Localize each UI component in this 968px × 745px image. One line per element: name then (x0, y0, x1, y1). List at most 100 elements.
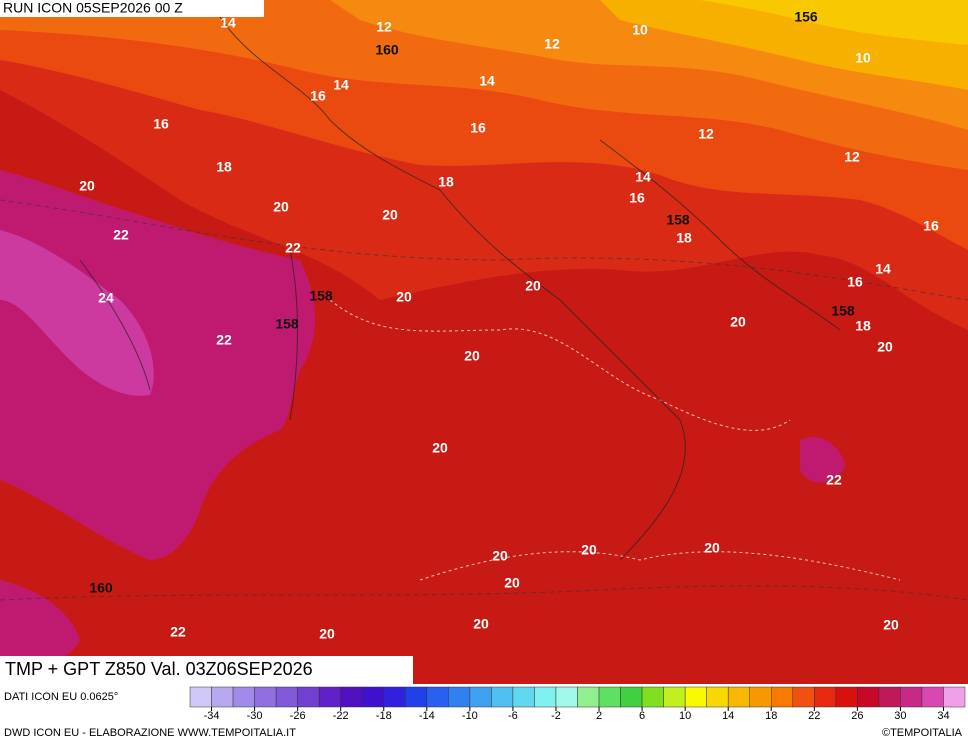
colorbar-swatch (534, 686, 557, 708)
colorbar-swatch (448, 686, 471, 708)
temperature-label: 20 (79, 178, 95, 194)
colorbar-swatch (921, 686, 944, 708)
temperature-label: 20 (396, 289, 412, 305)
zone-22-se (800, 436, 845, 483)
temperature-label: 22 (285, 240, 301, 256)
temperature-label: 16 (153, 116, 169, 132)
colorbar-swatch (727, 686, 750, 708)
colorbar-swatch (835, 686, 858, 708)
colorbar-tick-label: -22 (333, 710, 349, 722)
temperature-label: 18 (216, 159, 232, 175)
temperature-label: 18 (855, 318, 871, 334)
colorbar-swatch (318, 686, 341, 708)
temperature-label: 20 (473, 616, 489, 632)
colorbar-swatch (232, 686, 255, 708)
geopotential-label: 158 (831, 303, 855, 319)
temperature-label: 20 (382, 207, 398, 223)
temperature-label: 20 (883, 617, 899, 633)
colorbar-swatch (943, 686, 966, 708)
temperature-label: 18 (676, 230, 692, 246)
colorbar-swatch (491, 686, 514, 708)
zone-22 (0, 170, 315, 560)
colorbar-swatch (857, 686, 880, 708)
zone-24 (0, 230, 154, 396)
colorbar-swatch (340, 686, 363, 708)
colorbar-tick-label: 18 (765, 710, 777, 722)
data-source: DATI ICON EU 0.0625° (4, 691, 118, 703)
colorbar-swatch (383, 686, 406, 708)
colorbar-swatch (297, 686, 320, 708)
zone-22-sw (0, 580, 80, 670)
temperature-label: 20 (492, 548, 508, 564)
temperature-label: 22 (826, 472, 842, 488)
colorbar-tick-label: -18 (376, 710, 392, 722)
colorbar-swatch (426, 686, 449, 708)
temperature-label: 20 (319, 626, 335, 642)
temperature-label: 20 (730, 314, 746, 330)
colorbar-tick-label: 26 (851, 710, 863, 722)
temperature-label: 22 (216, 332, 232, 348)
temperature-label: 20 (504, 575, 520, 591)
temperature-label: 18 (438, 174, 454, 190)
colorbar-swatch (792, 686, 815, 708)
copyright: ©TEMPOITALIA (882, 727, 963, 739)
map-title: TMP + GPT Z850 Val. 03Z06SEP2026 (5, 659, 313, 679)
colorbar-tick-label: -14 (419, 710, 435, 722)
temperature-label: 20 (581, 542, 597, 558)
temperature-label: 20 (704, 540, 720, 556)
title-box (0, 656, 413, 684)
temperature-label: 14 (875, 261, 891, 277)
colorbar-swatch (878, 686, 901, 708)
colorbar-tick-label: 2 (596, 710, 602, 722)
colorbar-swatch (620, 686, 643, 708)
temperature-label: 16 (470, 120, 486, 136)
temperature-label: 12 (544, 36, 560, 52)
temperature-label: 16 (847, 274, 863, 290)
isohypse (0, 199, 968, 601)
colorbar-swatch (900, 686, 923, 708)
temperature-label: 14 (333, 77, 349, 93)
colorbar-tick-label: -6 (508, 710, 518, 722)
temperature-label: 14 (635, 169, 651, 185)
colorbar-tick-label: -2 (551, 710, 561, 722)
colorbar-swatch (706, 686, 729, 708)
colorbar-swatch (512, 686, 535, 708)
colorbar-swatch (275, 686, 298, 708)
temperature-label: 12 (376, 19, 392, 35)
colorbar-swatch (405, 686, 428, 708)
temperature-label: 14 (479, 73, 495, 89)
temperature-label: 22 (113, 227, 129, 243)
colorbar-swatch (814, 686, 837, 708)
temperature-label: 20 (273, 199, 289, 215)
temperature-label: 14 (220, 15, 236, 31)
temperature-label: 16 (310, 88, 326, 104)
temperature-label: 16 (629, 190, 645, 206)
colorbar-tick-label: 14 (722, 710, 734, 722)
temperature-label: 20 (464, 348, 480, 364)
colorbar-swatch (749, 686, 772, 708)
colorbar-tick-label: 34 (937, 710, 949, 722)
header-box (0, 0, 264, 17)
geopotential-label: 158 (666, 212, 690, 228)
temperature-label: 12 (844, 149, 860, 165)
colorbar-tick-label: 6 (639, 710, 645, 722)
colorbar-tick-label: 22 (808, 710, 820, 722)
colorbar-swatch (598, 686, 621, 708)
temperature-label: 20 (432, 440, 448, 456)
geopotential-label: 156 (794, 9, 818, 25)
colorbar-swatch (555, 686, 578, 708)
temperature-label: 24 (98, 290, 114, 306)
isotherm (329, 299, 901, 581)
colorbar-tick-label: -10 (462, 710, 478, 722)
temperature-label: 20 (877, 339, 893, 355)
colorbar-tick-label: -34 (204, 710, 220, 722)
temperature-label: 12 (698, 126, 714, 142)
temperature-label: 20 (525, 278, 541, 294)
colorbar-swatch (641, 686, 664, 708)
temperature-label: 16 (923, 218, 939, 234)
colorbar-tick-label: -26 (290, 710, 306, 722)
geopotential-label: 158 (275, 316, 299, 332)
credit: DWD ICON EU - ELABORAZIONE WWW.TEMPOITAL… (4, 727, 296, 739)
